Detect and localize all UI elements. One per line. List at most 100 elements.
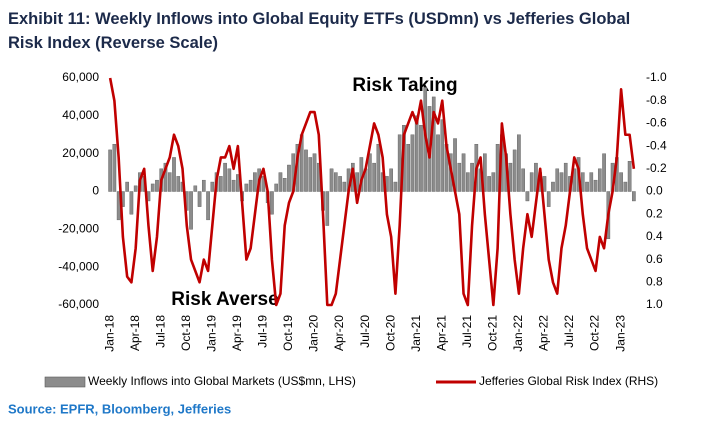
bar xyxy=(219,176,223,192)
bar xyxy=(457,162,462,192)
x-tick-label: Jul-20 xyxy=(358,315,372,348)
bar xyxy=(419,125,423,192)
bar xyxy=(491,172,496,192)
bar xyxy=(559,172,564,192)
x-tick-label: Oct-22 xyxy=(588,315,602,351)
y-tick-label: 20,000 xyxy=(62,146,99,160)
y-tick-label: -60,000 xyxy=(58,297,99,311)
legend-label: Jefferies Global Risk Index (RHS) xyxy=(479,374,658,388)
bar xyxy=(223,162,227,192)
bar xyxy=(231,179,236,192)
y2-tick-label: 0.0 xyxy=(646,184,663,198)
bar xyxy=(167,172,172,192)
legend-swatch xyxy=(44,376,86,388)
bar xyxy=(529,172,534,192)
y-tick-label: 40,000 xyxy=(62,108,99,122)
bar xyxy=(593,179,598,192)
bar xyxy=(521,168,525,192)
bar xyxy=(597,168,602,192)
bar xyxy=(329,168,334,192)
bar xyxy=(108,149,112,192)
bar xyxy=(197,191,202,207)
bar xyxy=(193,185,198,192)
source: Source: EPFR, Bloomberg, Jefferies xyxy=(8,401,231,416)
x-tick-label: Oct-21 xyxy=(486,315,500,351)
bar xyxy=(270,191,274,215)
y2-tick-label: -1.0 xyxy=(646,70,667,84)
bar xyxy=(623,181,628,192)
y2-tick-label: 1.0 xyxy=(646,297,663,311)
bar xyxy=(465,172,470,192)
x-tick-label: Jul-22 xyxy=(562,315,576,348)
bar xyxy=(125,181,129,192)
bar xyxy=(483,153,487,192)
bar xyxy=(201,179,206,192)
x-tick-label: Jan-19 xyxy=(204,315,218,352)
bar xyxy=(372,162,376,192)
bar xyxy=(274,183,279,192)
bar xyxy=(602,153,606,192)
x-tick-label: Oct-18 xyxy=(179,315,193,351)
bar xyxy=(627,161,632,192)
bar xyxy=(282,178,287,192)
x-tick-label: Jan-21 xyxy=(409,315,423,352)
bar xyxy=(338,176,342,192)
bar xyxy=(410,134,415,192)
bar xyxy=(333,172,338,192)
y2-tick-label: 0.8 xyxy=(646,274,663,288)
y2-tick-label: -0.4 xyxy=(646,138,667,152)
bar xyxy=(133,185,138,192)
bar xyxy=(155,179,159,192)
bar xyxy=(525,191,530,202)
bar xyxy=(440,119,445,192)
bar xyxy=(585,181,589,192)
bar xyxy=(248,179,253,192)
bar xyxy=(431,96,436,192)
x-tick-label: Oct-20 xyxy=(383,315,397,351)
y-tick-label: -40,000 xyxy=(58,259,99,273)
bar xyxy=(563,162,568,192)
x-tick-label: Jan-18 xyxy=(102,315,116,352)
bar xyxy=(632,191,636,202)
bar xyxy=(397,134,402,192)
bar xyxy=(517,134,521,192)
bar xyxy=(342,181,347,192)
bar xyxy=(112,144,117,192)
x-tick-label: Apr-22 xyxy=(537,315,551,351)
line xyxy=(108,77,636,307)
y2-tick-label: 0.6 xyxy=(646,252,663,266)
bar xyxy=(278,172,283,192)
x-tick-label: Oct-19 xyxy=(281,315,295,351)
bar xyxy=(150,183,155,192)
x-tick-label: Apr-21 xyxy=(434,315,448,351)
bar xyxy=(406,144,411,192)
chart-title: Exhibit 11: Weekly Inflows into Global E… xyxy=(8,10,630,28)
y2-tick-label: -0.6 xyxy=(646,116,667,130)
y-tick-label: -20,000 xyxy=(58,222,99,236)
bar xyxy=(304,149,308,192)
legend-label: Weekly Inflows into Global Markets (US$m… xyxy=(88,374,356,388)
bar xyxy=(389,168,393,192)
y-tick-label: 60,000 xyxy=(62,70,99,84)
x-tick-label: Jul-19 xyxy=(256,315,270,348)
bar xyxy=(287,164,291,192)
bar xyxy=(189,191,193,230)
bar xyxy=(551,181,555,192)
x-tick-label: Jul-18 xyxy=(153,315,167,348)
x-tick-label: Apr-19 xyxy=(230,315,244,351)
x-tick-label: Jul-21 xyxy=(460,315,474,348)
bar xyxy=(555,168,560,192)
annotation: Risk Taking xyxy=(352,75,457,96)
y2-tick-label: 0.4 xyxy=(646,229,663,243)
annotation: Risk Averse xyxy=(171,289,278,310)
y2-tick-label: 0.2 xyxy=(646,206,663,220)
x-tick-label: Jan-22 xyxy=(511,315,525,352)
bar xyxy=(546,191,551,207)
x-tick-label: Apr-18 xyxy=(128,315,142,351)
bar xyxy=(308,157,313,192)
bar xyxy=(580,172,585,192)
bar xyxy=(176,176,181,192)
bar xyxy=(414,115,419,192)
bar xyxy=(253,172,257,192)
